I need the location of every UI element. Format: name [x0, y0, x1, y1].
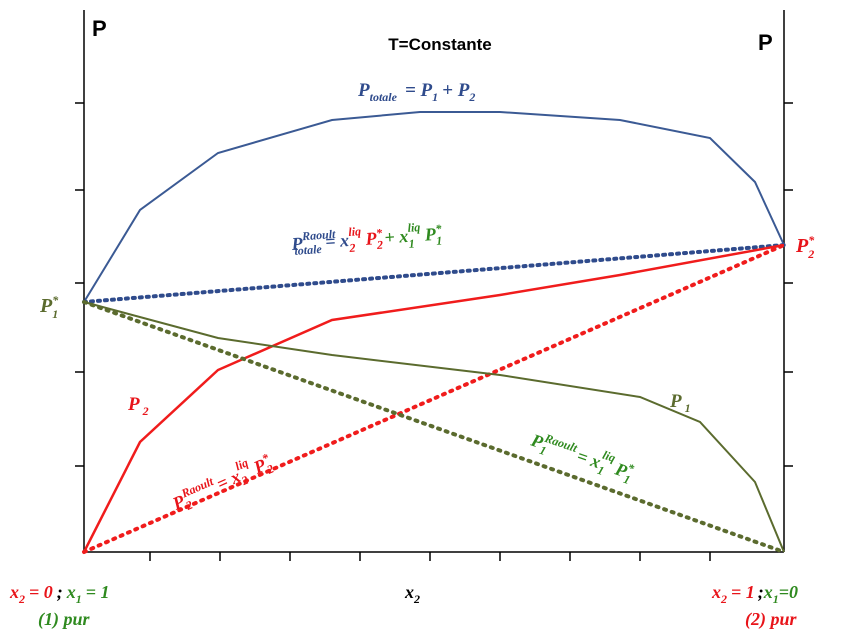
label-part: Raoult: [301, 227, 337, 243]
label-part: P: [364, 228, 378, 249]
label-part: = 1: [86, 582, 110, 602]
p1-raoult-label: P1Raoult= x1liqP1*: [526, 424, 638, 487]
p1-raoult-line: [82, 300, 786, 554]
label-part: 2: [348, 241, 356, 255]
label-part: ;: [57, 582, 63, 602]
p-totale-curve: [83, 111, 785, 303]
label-part: totale: [370, 90, 398, 104]
label-part: = P: [405, 80, 433, 101]
label-part: 2: [468, 90, 475, 104]
label-part: 1: [596, 463, 606, 478]
label-part: 2: [18, 592, 25, 606]
p1-star-label: P1*: [39, 293, 59, 321]
label-part: 2: [720, 592, 727, 606]
label-part: 1: [773, 592, 779, 606]
label-part: liq: [601, 448, 618, 465]
label-part: P: [127, 394, 140, 415]
label-part: =0: [779, 582, 798, 602]
label-part: 1: [685, 401, 691, 415]
label-part: *: [435, 221, 443, 235]
label-part: x: [404, 582, 414, 602]
p2-star-label: P2*: [795, 233, 815, 261]
label-part: = 0: [29, 582, 53, 602]
p2-curve: [82, 243, 785, 553]
label-part: 2: [376, 238, 384, 252]
label-part: 1: [436, 234, 443, 248]
label-part: liq: [407, 220, 421, 235]
label-part: x: [763, 582, 773, 602]
label-part: *: [626, 460, 637, 476]
bottom-right-note: (2) pur: [745, 609, 797, 630]
label-part: x: [66, 582, 76, 602]
p-raoult-totale-label: PRaoulttotale = x2liq P2*+ x1liq P1*: [290, 218, 444, 259]
label-part: 2: [142, 404, 149, 418]
label-part: + P: [442, 80, 470, 101]
p2-raoult-line: [82, 243, 786, 554]
axes: [75, 10, 793, 561]
label-part: 1: [408, 236, 415, 250]
label-part: 1: [622, 472, 632, 487]
label-part: + x: [384, 226, 409, 248]
p1-curve: [83, 301, 785, 553]
label-part: P: [669, 391, 682, 412]
label-part: 2: [807, 247, 814, 261]
label-part: P: [290, 233, 304, 254]
label-part: liq: [233, 455, 250, 473]
label-part: Raoult: [542, 431, 580, 456]
label-part: P: [795, 235, 809, 257]
label-part: 1: [76, 592, 82, 606]
label-part: 1: [538, 443, 548, 458]
label-part: x: [9, 582, 19, 602]
label-part: P: [357, 80, 370, 101]
label-part: 1: [52, 307, 58, 321]
p2-raoult-label: P2Raoult= x2liqP2*: [166, 446, 277, 517]
label-part: = x: [324, 230, 349, 252]
corner-label: P: [758, 30, 773, 55]
bottom-right-label: x2 = 1 ;x1=0: [711, 582, 798, 606]
p-totale-label: Ptotale = P1 + P2: [357, 80, 475, 104]
corner-label: P: [92, 16, 107, 41]
label-part: 1: [432, 90, 438, 104]
x-axis-label: x2: [404, 582, 420, 606]
label-part: P: [39, 295, 53, 317]
label-part: 2: [413, 592, 420, 606]
label-part: ;: [758, 582, 764, 602]
label-part: = 1: [731, 582, 755, 602]
label-part: *: [808, 233, 815, 247]
label-part: P: [423, 224, 437, 245]
label-part: totale: [294, 242, 323, 258]
p-raoult-totale-line: [82, 243, 786, 304]
bottom-left-note: (1) pur: [38, 609, 90, 630]
label-part: liq: [348, 224, 362, 239]
title: T=Constante: [388, 35, 491, 54]
label-part: *: [376, 226, 384, 240]
label-part: *: [52, 293, 59, 307]
label-part: x: [711, 582, 721, 602]
bottom-left-label: x2 = 0; x1 = 1: [9, 582, 110, 606]
